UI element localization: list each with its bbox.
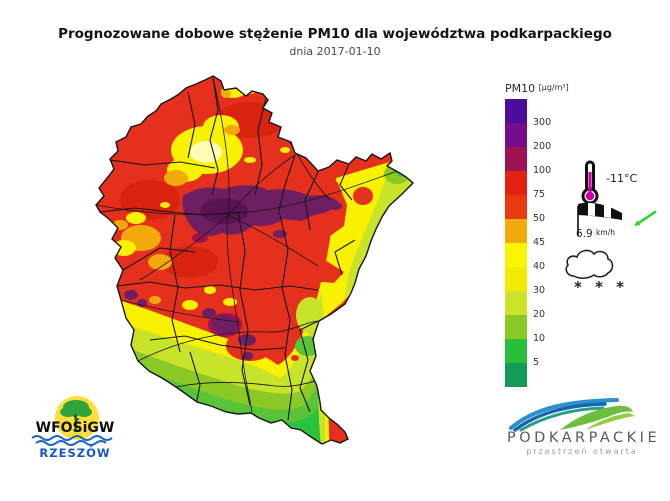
boundary-and-road-lines [96, 77, 401, 421]
legend-tick-label: 300 [533, 117, 552, 128]
legend-tick-label: 45 [533, 237, 546, 248]
legend-segment [505, 219, 527, 243]
legend-bar: 300 200 100 75 50 45 40 30 20 10 5 [505, 99, 551, 387]
legend-tick-label: 5 [533, 357, 540, 368]
snow-cloud-icon [565, 249, 614, 279]
legend-title: PM10 [µg/m³] [505, 82, 595, 95]
legend-unit: [µg/m³] [538, 83, 569, 92]
snowflakes-label: * * * [574, 278, 628, 296]
legend-tick-label: 100 [533, 165, 552, 176]
legend-tick-label: 30 [533, 285, 546, 296]
legend-segment [505, 123, 527, 147]
wind-speed-unit: km/h [596, 228, 615, 237]
windsock-icon [577, 202, 622, 236]
tree-icon [60, 400, 92, 430]
podkarpackie-tagline: przestrzeń otwarta [526, 447, 638, 456]
legend-segment [505, 339, 527, 363]
legend-segment [505, 291, 527, 315]
legend-segment [505, 315, 527, 339]
legend-tick-label: 20 [533, 309, 546, 320]
page-subtitle: dnia 2017-01-10 [289, 45, 381, 58]
page-title: Prognozowane dobowe stężenie PM10 dla wo… [58, 26, 612, 42]
thermometer-icon [581, 160, 599, 205]
podkarpackie-name: PODKARPACKIE [507, 430, 661, 446]
legend-segment [505, 171, 527, 195]
legend-tick-label: 10 [533, 333, 546, 344]
wfosigw-logo-graphic [31, 396, 113, 446]
wind-direction-arrow-icon [634, 210, 657, 226]
legend-tick-label: 200 [533, 141, 552, 152]
podkarpackie-logo: PODKARPACKIE przestrzeń otwarta [505, 396, 660, 458]
voivodeship-outline [95, 75, 415, 445]
podkarpackie-swoosh-icon [509, 398, 635, 432]
wfosigw-city: RZESZÓW [39, 446, 111, 460]
wfosigw-name: WFOŚiGW [35, 420, 115, 436]
legend-segment [505, 147, 527, 171]
legend-segment [505, 195, 527, 219]
legend-segment [505, 363, 527, 387]
waves-icon [31, 435, 113, 446]
wind-speed-label: 6.9 km/h [576, 228, 615, 240]
legend-tick-label: 50 [533, 213, 546, 224]
wfosigw-logo: WFOŚiGW RZESZÓW [22, 394, 128, 466]
pm10-legend: PM10 [µg/m³] 300 200 100 75 50 45 40 30 20 10 5 [505, 82, 595, 387]
legend-segment [505, 99, 527, 123]
legend-title-text: PM10 [505, 82, 536, 95]
wind-speed-value: 6.9 [576, 228, 593, 240]
legend-tick-label: 75 [533, 189, 546, 200]
legend-segment [505, 267, 527, 291]
legend-tick-label: 40 [533, 261, 546, 272]
legend-segment [505, 243, 527, 267]
temperature-label: -11°C [606, 172, 638, 185]
